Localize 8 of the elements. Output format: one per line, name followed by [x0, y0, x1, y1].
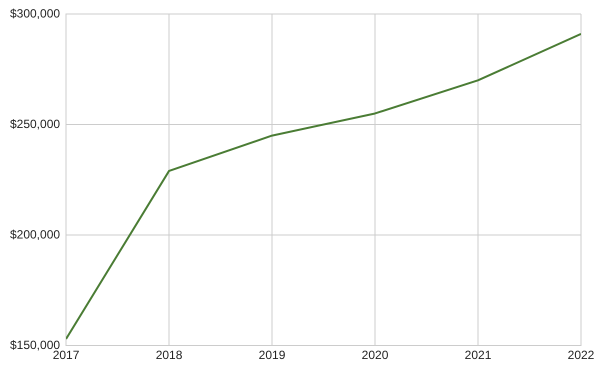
x-tick-label: 2021 — [464, 348, 492, 362]
x-tick-label: 2018 — [156, 348, 183, 362]
y-tick-label: $200,000 — [10, 227, 60, 242]
y-tick-label: $250,000 — [10, 116, 60, 131]
y-tick-label: $300,000 — [10, 6, 60, 20]
x-tick-label: 2022 — [568, 348, 595, 362]
x-tick-label: 2019 — [258, 348, 286, 362]
x-tick-label: 2020 — [362, 348, 389, 362]
